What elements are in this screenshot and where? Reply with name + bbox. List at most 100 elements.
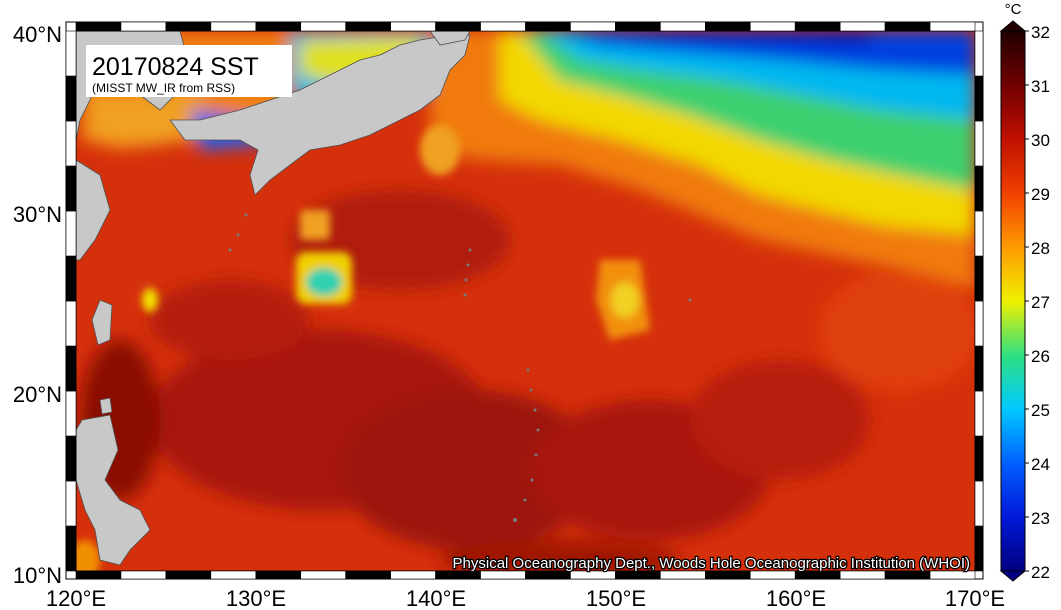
frame-segment <box>570 570 616 580</box>
frame-segment <box>65 525 77 572</box>
colorbar-scale <box>1000 30 1026 572</box>
latitude-labels: 40°N 30°N 20°N 10°N <box>13 22 62 588</box>
frame-segment <box>65 165 77 212</box>
colorbar-tick-label: 24 <box>1031 455 1050 474</box>
colorbar-tick-label: 31 <box>1031 77 1050 96</box>
frame-segment <box>65 480 77 527</box>
lat-label: 10°N <box>13 563 62 588</box>
colorbar-tick-label: 22 <box>1031 563 1050 582</box>
lat-label: 30°N <box>13 202 62 227</box>
frame-segment <box>435 21 481 32</box>
frame-segment <box>435 570 481 580</box>
colorbar-tick-label: 32 <box>1031 23 1050 42</box>
frame-segment <box>660 21 706 32</box>
frame-segment <box>65 390 77 437</box>
frame-segment <box>65 75 77 122</box>
frame-segment <box>480 570 526 580</box>
frame-segment <box>749 570 796 580</box>
frame-segment <box>615 570 661 580</box>
frame-segment <box>704 21 751 32</box>
frame-segment <box>974 120 984 167</box>
title-box <box>86 45 292 97</box>
frame-segment <box>390 21 436 32</box>
frame-segment <box>974 480 984 527</box>
colorbar-tick-label: 23 <box>1031 509 1050 528</box>
map-subtitle: (MISST MW_IR from RSS) <box>92 81 235 95</box>
colorbar-tick-label: 30 <box>1031 131 1050 150</box>
frame-segment <box>65 345 77 392</box>
frame-segment <box>974 435 984 482</box>
frame-segment <box>839 21 886 32</box>
frame-segment <box>794 21 841 32</box>
frame-segment <box>974 210 984 257</box>
frame-segment <box>255 570 302 580</box>
frame-segment <box>839 570 886 580</box>
frame-segment <box>345 21 391 32</box>
frame-segment <box>75 570 122 580</box>
frame-segment <box>65 255 77 302</box>
credit-text: Physical Oceanography Dept., Woods Hole … <box>453 555 970 572</box>
frame-segment <box>390 570 436 580</box>
frame-segment <box>794 570 841 580</box>
frame-segment <box>75 21 122 32</box>
frame-segment <box>525 570 571 580</box>
lon-label: 150°E <box>586 586 646 610</box>
frame-segment <box>65 300 77 347</box>
frame-segment <box>300 21 347 32</box>
frame-segment <box>345 570 391 580</box>
sst-map <box>76 31 975 571</box>
frame-segment <box>65 210 77 257</box>
frame-segment <box>525 21 571 32</box>
colorbar-tick-label: 26 <box>1031 347 1050 366</box>
frame-segment <box>120 21 167 32</box>
frame-segment <box>974 30 984 77</box>
frame-segment <box>300 570 347 580</box>
colorbar-tick-label: 27 <box>1031 293 1050 312</box>
frame-segment <box>480 21 526 32</box>
colorbar-ticks <box>1025 30 1029 572</box>
colorbar-min-arrow <box>999 570 1027 582</box>
lat-label: 20°N <box>13 382 62 407</box>
frame-segment <box>65 120 77 167</box>
lon-label: 120°E <box>46 586 106 610</box>
frame-segment <box>615 21 661 32</box>
land-hokkaido <box>429 31 471 46</box>
frame-segment <box>974 255 984 302</box>
longitude-labels: 120°E 130°E 140°E 150°E 160°E 170°E <box>46 586 1005 610</box>
frame-segment <box>120 570 167 580</box>
frame-segment <box>974 75 984 122</box>
frame-segment <box>884 21 931 32</box>
island-chains <box>228 213 692 522</box>
frame-segment <box>749 21 796 32</box>
colorbar-max-arrow <box>999 20 1027 32</box>
lon-label: 130°E <box>226 586 286 610</box>
frame-segment <box>974 390 984 437</box>
frame-segment <box>210 21 257 32</box>
frame-segment <box>65 30 77 77</box>
eddies <box>76 125 650 571</box>
colorbar: °C 32 31 30 29 28 27 26 25 24 23 22 <box>999 1 1050 582</box>
colorbar-tick-label: 28 <box>1031 239 1050 258</box>
frame-segment <box>570 21 616 32</box>
colorbar-unit: °C <box>1005 1 1022 18</box>
warm-patches <box>80 190 975 571</box>
map-title: 20170824 SST <box>92 53 259 81</box>
colorbar-tick-label: 29 <box>1031 185 1050 204</box>
frame-segment <box>974 300 984 347</box>
land-philippines <box>76 414 151 566</box>
frame-segment <box>884 570 931 580</box>
frame-segment <box>165 21 212 32</box>
frame-segment <box>929 21 976 32</box>
frame-segment <box>974 525 984 572</box>
frame-segment <box>929 570 976 580</box>
land-china-coast <box>76 159 111 261</box>
land-japan <box>169 34 471 196</box>
frame-segment <box>974 165 984 212</box>
frame-segment <box>974 345 984 392</box>
lat-label: 40°N <box>13 22 62 47</box>
frame-ticks <box>65 21 984 580</box>
frame-segment <box>660 570 706 580</box>
lon-label: 170°E <box>945 586 1005 610</box>
lon-label: 160°E <box>766 586 826 610</box>
